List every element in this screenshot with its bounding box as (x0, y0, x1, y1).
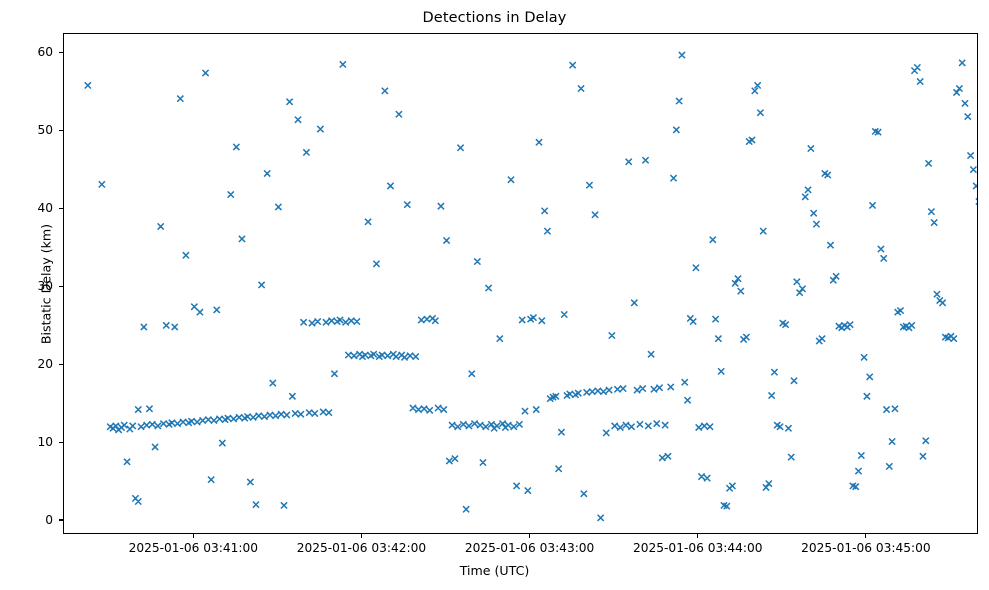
x-tick-mark (360, 534, 363, 538)
plot-area (63, 33, 978, 534)
scatter-marker-path (84, 51, 977, 522)
y-tick-mark (59, 129, 63, 131)
x-tick-mark (697, 534, 699, 538)
x-tick-mark (192, 534, 194, 538)
y-tick-mark (59, 207, 63, 209)
x-tick-label: 2025-01-06 03:42:00 (296, 541, 427, 555)
y-tick-label: 10 (37, 435, 53, 450)
x-axis-label: Time (UTC) (459, 563, 530, 578)
x-tick-mark (529, 534, 531, 538)
scatter-series (84, 51, 977, 522)
y-tick-label: 60 (37, 45, 53, 60)
y-tick-label: 50 (37, 123, 53, 138)
y-tick-label: 0 (45, 512, 53, 527)
x-tick-label: 2025-01-06 03:43:00 (464, 541, 595, 555)
y-tick-label: 20 (37, 357, 53, 372)
x-tick-label: 2025-01-06 03:45:00 (801, 541, 931, 555)
y-tick-mark (59, 363, 63, 365)
x-tick-label: 2025-01-06 03:44:00 (633, 541, 763, 555)
chart-title: Detections in Delay (422, 10, 567, 26)
y-tick-mark (59, 51, 63, 54)
y-tick-label: 30 (37, 279, 53, 294)
y-tick-label: 40 (37, 201, 53, 216)
y-tick-mark (59, 285, 63, 287)
x-tick-label: 2025-01-06 03:41:00 (128, 541, 259, 555)
x-tick-mark (865, 534, 867, 538)
y-tick-mark (59, 441, 63, 443)
y-tick-mark (59, 519, 63, 521)
